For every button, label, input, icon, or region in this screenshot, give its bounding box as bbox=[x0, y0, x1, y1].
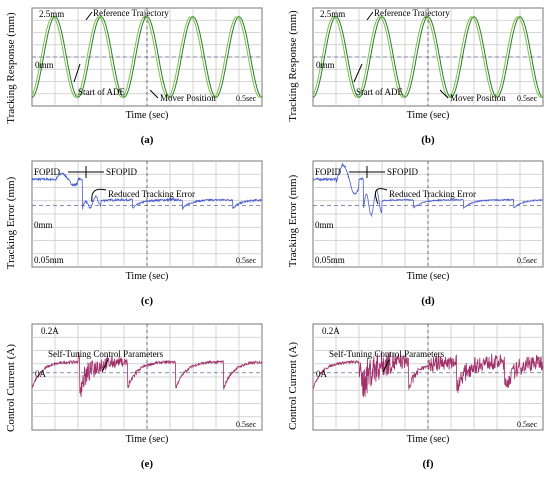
scale-y-e: 0.2A bbox=[41, 326, 59, 336]
series-e bbox=[31, 351, 263, 397]
ylabel-d: Tracking Error (mm) bbox=[287, 174, 299, 267]
panel-d: Tracking Error (mm) FOPID SFOPID Reduced… bbox=[287, 160, 544, 307]
panel-a: Tracking Response (mm) 2.5mm 0mm Referen… bbox=[5, 7, 263, 146]
zero-label-f: 0A bbox=[316, 369, 328, 379]
xlabel-b: Time (sec) bbox=[407, 110, 450, 121]
zero-label-c: 0mm bbox=[34, 220, 53, 230]
series-line-f-0 bbox=[312, 350, 544, 398]
series-d bbox=[312, 162, 544, 218]
annotation-reduced-c: Reduced Tracking Error bbox=[108, 189, 195, 199]
zero-label-d: 0mm bbox=[315, 220, 334, 230]
annotation-reduced-d: Reduced Tracking Error bbox=[389, 189, 476, 199]
series-c bbox=[31, 172, 263, 211]
annotation-start-ade-a: Start of ADE bbox=[78, 87, 125, 97]
grid-a bbox=[31, 7, 263, 107]
xlabel-e: Time (sec) bbox=[126, 434, 169, 445]
ylabel-b: Tracking Response (mm) bbox=[287, 10, 299, 122]
scale-x-e: 0.5sec bbox=[236, 420, 257, 429]
arrow-start-ade-a bbox=[73, 63, 81, 83]
ylabel-c: Tracking Error (mm) bbox=[5, 176, 17, 269]
caption-d: (d) bbox=[421, 295, 435, 307]
xlabel-d: Time (sec) bbox=[407, 271, 450, 282]
scale-y-a: 2.5mm bbox=[39, 9, 64, 19]
arrow-reference-a bbox=[85, 11, 93, 21]
annotation-fopid-d: FOPID bbox=[315, 167, 342, 177]
xlabel-a: Time (sec) bbox=[126, 110, 169, 121]
xlabel-f: Time (sec) bbox=[407, 434, 450, 445]
arrow-reduced-c bbox=[91, 188, 107, 203]
ylabel-e: Control Current (A) bbox=[5, 344, 17, 432]
zero-label-b: 0mm bbox=[316, 60, 335, 70]
series-a bbox=[31, 16, 263, 98]
caption-a: (a) bbox=[141, 134, 154, 146]
series-line-e-0 bbox=[31, 351, 263, 397]
series-f bbox=[312, 350, 544, 398]
series-line-a-1 bbox=[31, 16, 263, 98]
panel-f: Control Current (A) 0.2A Self-Tuning Con… bbox=[287, 323, 544, 470]
annotation-arrows bbox=[68, 11, 449, 373]
annotation-selftuning-f: Self-Tuning Control Parameters bbox=[329, 349, 445, 359]
scale-x-d: 0.5sec bbox=[517, 256, 538, 265]
zero-label-e: 0A bbox=[35, 369, 47, 379]
caption-b: (b) bbox=[421, 134, 435, 146]
series-line-c-0 bbox=[31, 172, 263, 211]
annotation-start-ade-b: Start of ADE bbox=[356, 87, 403, 97]
annotation-sfopid-c: SFOPID bbox=[106, 167, 138, 177]
panel-e: Control Current (A) 0.2A Self-Tuning Con… bbox=[5, 323, 263, 470]
scale-x-b: 0.5sec bbox=[517, 94, 538, 103]
annotation-mover-b: Mover Position bbox=[450, 93, 506, 103]
grid-d bbox=[312, 160, 544, 268]
scale-x-c: 0.5sec bbox=[236, 256, 257, 265]
ylabel-f: Control Current (A) bbox=[287, 342, 299, 430]
series-line-a-0 bbox=[31, 16, 263, 98]
scale-y-b: 2.5mm bbox=[320, 9, 345, 19]
annotation-mover-a: Mover Position bbox=[160, 93, 216, 103]
caption-c: (c) bbox=[141, 295, 154, 307]
scale-y-f: 0.2A bbox=[322, 326, 340, 336]
annotation-reference-a: Reference Trajectory bbox=[93, 8, 169, 18]
scale-y-c: 0.05mm bbox=[34, 255, 64, 265]
arrow-start-ade-b bbox=[353, 63, 363, 83]
ylabel-a: Tracking Response (mm) bbox=[5, 12, 17, 124]
annotation-sfopid-d: SFOPID bbox=[387, 167, 419, 177]
panel-c: Tracking Error (mm) FOPID SFOPID Reduced… bbox=[5, 160, 263, 307]
arrow-reference-b bbox=[366, 11, 374, 21]
caption-e: (e) bbox=[141, 458, 154, 470]
grid-e bbox=[31, 323, 263, 431]
annotation-fopid-c: FOPID bbox=[34, 167, 61, 177]
caption-f: (f) bbox=[423, 458, 434, 470]
arrow-mover-b bbox=[439, 89, 449, 99]
scale-x-f: 0.5sec bbox=[517, 420, 538, 429]
arrow-reduced-d bbox=[375, 188, 388, 205]
series-line-d-0 bbox=[312, 162, 544, 218]
scale-y-d: 0.05mm bbox=[315, 255, 345, 265]
scale-x-a: 0.5sec bbox=[236, 94, 257, 103]
series-line-b-0 bbox=[312, 16, 544, 98]
annotation-reference-b: Reference Trajectory bbox=[374, 8, 450, 18]
grid-b bbox=[312, 7, 544, 107]
arrow-selftuning-f bbox=[382, 359, 390, 373]
panel-b: Tracking Response (mm) 2.5mm 0mm Referen… bbox=[287, 7, 544, 146]
xlabel-c: Time (sec) bbox=[126, 271, 169, 282]
zero-label-a: 0mm bbox=[35, 60, 54, 70]
arrow-mover-a bbox=[149, 89, 159, 99]
series-line-b-1 bbox=[312, 16, 544, 98]
arrow-selftuning-e bbox=[101, 359, 109, 373]
series-b bbox=[312, 16, 544, 98]
annotation-selftuning-e: Self-Tuning Control Parameters bbox=[48, 349, 164, 359]
grid-c bbox=[31, 160, 263, 268]
